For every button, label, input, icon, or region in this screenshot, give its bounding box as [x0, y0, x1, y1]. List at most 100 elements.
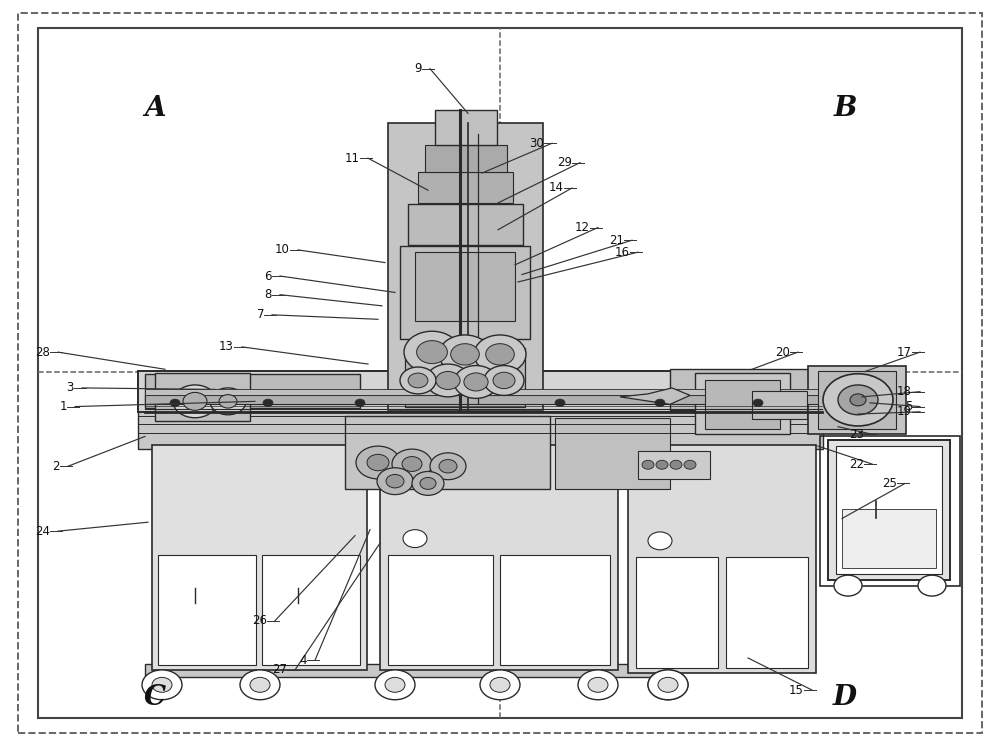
Circle shape — [392, 449, 432, 479]
Text: C: C — [144, 684, 166, 711]
Bar — [145, 664, 673, 677]
Text: 12: 12 — [575, 221, 590, 234]
Circle shape — [490, 677, 510, 692]
Circle shape — [454, 366, 498, 398]
Text: 5: 5 — [905, 400, 912, 413]
Text: 22: 22 — [849, 457, 864, 471]
Text: 23: 23 — [849, 427, 864, 441]
Bar — [388, 123, 543, 410]
Circle shape — [474, 335, 526, 374]
Text: 9: 9 — [415, 62, 422, 75]
Bar — [628, 445, 816, 673]
Bar — [400, 246, 530, 339]
Circle shape — [648, 670, 688, 700]
Circle shape — [486, 344, 514, 365]
Circle shape — [240, 670, 280, 700]
Bar — [836, 446, 942, 574]
Circle shape — [183, 392, 207, 410]
Circle shape — [464, 373, 488, 391]
Circle shape — [753, 399, 763, 407]
Circle shape — [439, 335, 491, 374]
Circle shape — [439, 460, 457, 473]
Bar — [670, 369, 825, 410]
Bar — [158, 555, 256, 665]
Text: B: B — [833, 95, 857, 122]
Bar — [250, 448, 270, 673]
Bar — [345, 416, 550, 489]
Text: 14: 14 — [549, 181, 564, 195]
Circle shape — [404, 331, 460, 373]
Bar — [752, 391, 807, 419]
Text: 26: 26 — [252, 614, 267, 627]
Circle shape — [484, 366, 524, 395]
Circle shape — [400, 367, 436, 394]
Bar — [435, 110, 497, 145]
Circle shape — [377, 468, 413, 495]
Bar — [555, 418, 670, 489]
Circle shape — [436, 372, 460, 389]
Circle shape — [426, 364, 470, 397]
Bar — [145, 374, 360, 408]
Text: A: A — [144, 95, 166, 122]
Text: 15: 15 — [789, 683, 804, 697]
Circle shape — [850, 394, 866, 406]
Circle shape — [173, 385, 217, 418]
Bar — [385, 448, 405, 673]
Circle shape — [670, 460, 682, 469]
Circle shape — [834, 575, 862, 596]
Bar — [388, 555, 493, 665]
Text: 6: 6 — [264, 269, 272, 283]
Bar — [145, 389, 830, 395]
Bar — [408, 204, 523, 245]
Text: 21: 21 — [609, 233, 624, 247]
Circle shape — [219, 395, 237, 408]
Polygon shape — [620, 388, 690, 404]
Circle shape — [356, 446, 400, 479]
Text: 25: 25 — [882, 477, 897, 490]
Text: 13: 13 — [219, 340, 234, 354]
Circle shape — [142, 670, 182, 700]
Bar — [415, 252, 515, 321]
Circle shape — [648, 532, 672, 550]
Bar — [500, 555, 610, 665]
Bar — [418, 172, 513, 203]
Text: 20: 20 — [775, 345, 790, 359]
Text: D: D — [833, 684, 857, 711]
Circle shape — [263, 399, 273, 407]
Text: 27: 27 — [272, 663, 287, 677]
Bar — [425, 145, 507, 172]
Text: 18: 18 — [897, 385, 912, 398]
Bar — [145, 395, 830, 404]
Circle shape — [648, 670, 688, 700]
Bar — [155, 373, 250, 421]
Circle shape — [451, 344, 479, 365]
Text: 29: 29 — [557, 156, 572, 169]
Bar — [820, 436, 960, 586]
Text: 30: 30 — [529, 137, 544, 150]
Text: 28: 28 — [35, 345, 50, 359]
Text: 10: 10 — [275, 243, 290, 257]
Circle shape — [642, 460, 654, 469]
Circle shape — [355, 399, 365, 407]
Bar — [818, 371, 896, 429]
Circle shape — [493, 372, 515, 389]
Bar — [808, 366, 906, 434]
Circle shape — [430, 453, 466, 480]
Circle shape — [420, 477, 436, 489]
Circle shape — [578, 670, 618, 700]
Bar — [152, 448, 172, 673]
Text: 19: 19 — [897, 405, 912, 419]
Circle shape — [658, 677, 678, 692]
Text: 7: 7 — [256, 308, 264, 322]
Circle shape — [386, 474, 404, 488]
Text: 17: 17 — [897, 345, 912, 359]
Bar — [636, 557, 718, 668]
Circle shape — [588, 677, 608, 692]
Circle shape — [555, 399, 565, 407]
Bar — [262, 555, 360, 665]
Bar — [138, 371, 823, 412]
Circle shape — [823, 374, 893, 426]
Bar — [726, 557, 808, 668]
Bar — [152, 445, 367, 670]
Bar — [405, 348, 525, 407]
